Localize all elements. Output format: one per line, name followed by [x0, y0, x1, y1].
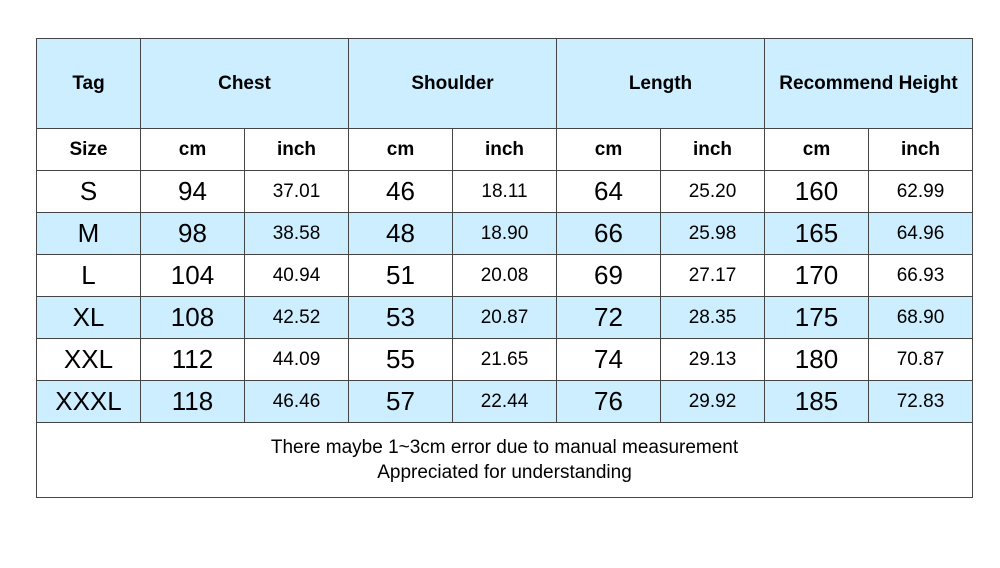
header-cell: Recommend Height — [764, 38, 973, 129]
value-cell: 69 — [556, 254, 661, 297]
value-cell: 165 — [764, 212, 869, 255]
value-cell: 27.17 — [660, 254, 765, 297]
value-cell: 20.08 — [452, 254, 557, 297]
value-cell: 118 — [140, 380, 245, 423]
value-cell: 72.83 — [868, 380, 973, 423]
header-cell: Tag — [36, 38, 141, 129]
value-cell: 51 — [348, 254, 453, 297]
value-cell: 94 — [140, 170, 245, 213]
value-cell: 62.99 — [868, 170, 973, 213]
value-cell: 40.94 — [244, 254, 349, 297]
subheader-cell: inch — [452, 128, 557, 171]
value-cell: 25.20 — [660, 170, 765, 213]
header-cell: Length — [556, 38, 765, 129]
subheader-cell: inch — [660, 128, 765, 171]
value-cell: 66.93 — [868, 254, 973, 297]
value-cell: 104 — [140, 254, 245, 297]
value-cell: 46.46 — [244, 380, 349, 423]
value-cell: 37.01 — [244, 170, 349, 213]
value-cell: 46 — [348, 170, 453, 213]
header-cell: Chest — [140, 38, 349, 129]
header-cell: Shoulder — [348, 38, 557, 129]
value-cell: 185 — [764, 380, 869, 423]
value-cell: 18.90 — [452, 212, 557, 255]
footer-cell: There maybe 1~3cm error due to manual me… — [36, 422, 973, 498]
size-cell: L — [36, 254, 141, 297]
data-row: M 98 38.58 48 18.90 66 25.98 165 64.96 — [36, 212, 973, 255]
subheader-cell: cm — [556, 128, 661, 171]
value-cell: 44.09 — [244, 338, 349, 381]
data-row: XXXL 118 46.46 57 22.44 76 29.92 185 72.83 — [36, 380, 973, 423]
data-row: L 104 40.94 51 20.08 69 27.17 170 66.93 — [36, 254, 973, 297]
value-cell: 175 — [764, 296, 869, 339]
value-cell: 53 — [348, 296, 453, 339]
value-cell: 42.52 — [244, 296, 349, 339]
value-cell: 64 — [556, 170, 661, 213]
subheader-cell: cm — [140, 128, 245, 171]
value-cell: 170 — [764, 254, 869, 297]
size-table: Tag Chest Shoulder Length Recommend Height Si… — [36, 38, 973, 498]
subheader-cell: Size — [36, 128, 141, 171]
value-cell: 29.13 — [660, 338, 765, 381]
subheader-row: Size cm inch cm inch cm inch cm inch — [36, 128, 973, 171]
value-cell: 74 — [556, 338, 661, 381]
data-row: XXL 112 44.09 55 21.65 74 29.13 180 70.87 — [36, 338, 973, 381]
value-cell: 29.92 — [660, 380, 765, 423]
value-cell: 72 — [556, 296, 661, 339]
subheader-cell: inch — [244, 128, 349, 171]
value-cell: 160 — [764, 170, 869, 213]
note-line: Appreciated for understanding — [377, 462, 632, 483]
value-cell: 38.58 — [244, 212, 349, 255]
value-cell: 76 — [556, 380, 661, 423]
value-cell: 18.11 — [452, 170, 557, 213]
value-cell: 25.98 — [660, 212, 765, 255]
value-cell: 48 — [348, 212, 453, 255]
value-cell: 68.90 — [868, 296, 973, 339]
footer-row: There maybe 1~3cm error due to manual me… — [36, 422, 973, 498]
value-cell: 57 — [348, 380, 453, 423]
value-cell: 98 — [140, 212, 245, 255]
value-cell: 66 — [556, 212, 661, 255]
value-cell: 20.87 — [452, 296, 557, 339]
size-cell: M — [36, 212, 141, 255]
data-row: S 94 37.01 46 18.11 64 25.20 160 62.99 — [36, 170, 973, 213]
size-cell: XXXL — [36, 380, 141, 423]
size-cell: XXL — [36, 338, 141, 381]
value-cell: 55 — [348, 338, 453, 381]
value-cell: 108 — [140, 296, 245, 339]
value-cell: 70.87 — [868, 338, 973, 381]
subheader-cell: cm — [348, 128, 453, 171]
value-cell: 28.35 — [660, 296, 765, 339]
size-cell: S — [36, 170, 141, 213]
header-row: Tag Chest Shoulder Length Recommend Height — [36, 38, 973, 129]
data-row: XL 108 42.52 53 20.87 72 28.35 175 68.90 — [36, 296, 973, 339]
value-cell: 112 — [140, 338, 245, 381]
value-cell: 22.44 — [452, 380, 557, 423]
value-cell: 180 — [764, 338, 869, 381]
value-cell: 21.65 — [452, 338, 557, 381]
table-body: Tag Chest Shoulder Length Recommend Height Si… — [36, 38, 973, 498]
subheader-cell: inch — [868, 128, 973, 171]
note-line: There maybe 1~3cm error due to manual me… — [270, 437, 739, 458]
subheader-cell: cm — [764, 128, 869, 171]
value-cell: 64.96 — [868, 212, 973, 255]
size-cell: XL — [36, 296, 141, 339]
